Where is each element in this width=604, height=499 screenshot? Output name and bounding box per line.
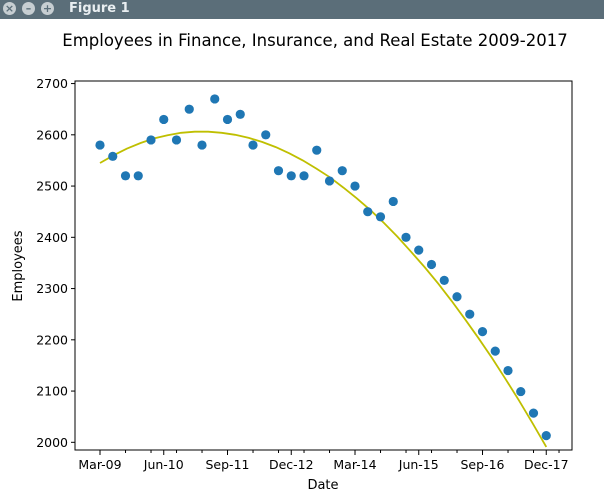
window-titlebar: × – + Figure 1 (0, 0, 604, 19)
y-axis-label: Employees (11, 230, 26, 301)
data-point (452, 292, 462, 302)
minimize-icon[interactable]: – (22, 2, 35, 15)
data-point (108, 151, 118, 161)
plot-area: 2000 2100 2200 2300 2400 2500 2600 2700 Mar-09 Ju… (36, 76, 573, 472)
data-point (350, 181, 360, 191)
data-point (337, 166, 347, 176)
data-point (363, 207, 373, 217)
data-point (439, 275, 449, 285)
data-point (273, 166, 284, 176)
x-tick-label: Mar-14 (333, 457, 376, 472)
data-point (171, 135, 182, 145)
data-point (261, 130, 271, 140)
x-tick-label: Dec-12 (269, 457, 314, 472)
data-point (465, 309, 475, 319)
data-point (375, 212, 386, 222)
x-tick-label: Jun-10 (143, 457, 184, 472)
data-point (490, 346, 500, 356)
y-tick-label: 2500 (36, 179, 68, 194)
x-axis-label: Date (307, 478, 338, 493)
data-point (299, 171, 309, 181)
data-point (184, 104, 194, 114)
x-tick-label: Sep-11 (206, 457, 250, 472)
data-point (159, 114, 169, 125)
plot-frame (74, 80, 573, 451)
figure-canvas: Employees in Finance, Insurance, and Rea… (0, 19, 604, 495)
x-tick-label: Jun-15 (398, 457, 439, 472)
maximize-icon[interactable]: + (41, 2, 54, 15)
data-point (528, 408, 539, 418)
data-point (133, 171, 143, 181)
data-point (426, 259, 437, 270)
data-point (324, 176, 335, 186)
data-point (477, 327, 488, 337)
y-tick-label: 2600 (36, 127, 68, 142)
data-point (312, 145, 322, 155)
x-tick-label: Dec-17 (524, 457, 569, 472)
x-tick-label: Mar-09 (78, 457, 121, 472)
data-point (401, 232, 411, 242)
data-point (120, 171, 131, 181)
y-tick-label: 2100 (36, 384, 68, 399)
data-point (248, 140, 258, 150)
data-point (197, 140, 207, 150)
window-title: Figure 1 (69, 1, 130, 16)
y-tick-label: 2000 (36, 435, 68, 450)
y-tick-label: 2200 (36, 332, 68, 347)
data-point (503, 365, 513, 376)
x-tick-label: Sep-16 (461, 457, 505, 472)
data-point (516, 386, 526, 397)
data-point (541, 431, 551, 441)
y-tick-label: 2300 (36, 281, 68, 296)
y-tick-label: 2700 (36, 76, 68, 91)
close-icon[interactable]: × (3, 2, 16, 15)
data-point (286, 171, 296, 181)
trend-line (99, 130, 548, 448)
y-tick-label: 2400 (36, 230, 68, 245)
data-point (146, 135, 156, 145)
scatter-chart: Employees in Finance, Insurance, and Rea… (11, 31, 573, 493)
chart-title: Employees in Finance, Insurance, and Rea… (62, 31, 567, 50)
data-point (210, 94, 220, 104)
data-point (95, 140, 105, 150)
data-point (388, 196, 398, 207)
data-point (414, 245, 424, 255)
data-point (222, 114, 233, 125)
data-point (235, 109, 245, 119)
